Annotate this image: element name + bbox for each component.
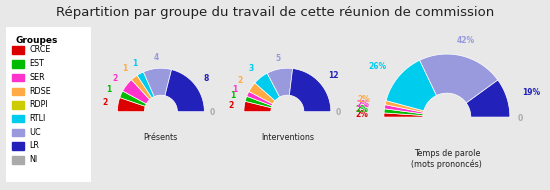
Text: 5: 5 [275, 54, 280, 63]
Text: 2%: 2% [358, 94, 370, 104]
Polygon shape [249, 83, 275, 104]
Text: 2: 2 [113, 74, 118, 83]
Polygon shape [267, 68, 293, 97]
Bar [12, 60, 24, 68]
Polygon shape [165, 70, 205, 112]
Text: 4: 4 [154, 53, 159, 62]
Text: Temps de parole
(mots prononcés): Temps de parole (mots prononcés) [411, 149, 482, 169]
Text: 1: 1 [233, 85, 238, 94]
Text: LR: LR [29, 141, 39, 150]
Text: 1: 1 [230, 91, 235, 100]
Polygon shape [384, 113, 423, 117]
Text: 3: 3 [249, 64, 254, 73]
Text: RDPI: RDPI [29, 100, 48, 109]
Polygon shape [245, 96, 272, 108]
Polygon shape [244, 101, 271, 112]
Polygon shape [386, 60, 437, 111]
Text: 2%: 2% [356, 100, 369, 109]
Polygon shape [247, 92, 273, 106]
Text: UC: UC [29, 128, 41, 137]
Text: Interventions: Interventions [261, 133, 314, 142]
Polygon shape [137, 72, 154, 98]
Polygon shape [384, 109, 423, 116]
Polygon shape [117, 98, 145, 112]
Bar [12, 46, 24, 54]
Bar [12, 115, 24, 122]
Text: RTLI: RTLI [29, 114, 46, 123]
Bar [12, 156, 24, 164]
Text: 26%: 26% [368, 62, 387, 71]
Polygon shape [420, 54, 498, 103]
Polygon shape [385, 101, 424, 112]
Text: 0: 0 [210, 108, 215, 117]
Text: 2%: 2% [355, 110, 368, 119]
FancyBboxPatch shape [4, 24, 92, 187]
Polygon shape [131, 75, 152, 100]
Text: SER: SER [29, 73, 45, 82]
Polygon shape [466, 80, 510, 117]
Text: 0: 0 [336, 108, 342, 117]
Text: 1: 1 [133, 59, 138, 68]
Bar [12, 142, 24, 150]
Polygon shape [120, 91, 146, 106]
Text: 2: 2 [228, 101, 233, 110]
Text: 0: 0 [518, 114, 522, 123]
Polygon shape [289, 69, 331, 112]
Polygon shape [144, 68, 172, 97]
Text: 19%: 19% [522, 88, 540, 97]
Text: EST: EST [29, 59, 44, 68]
Bar [12, 129, 24, 136]
Bar [12, 101, 24, 109]
Text: 2%: 2% [356, 105, 369, 114]
Text: 1: 1 [106, 85, 111, 94]
Bar [12, 74, 24, 81]
Text: NI: NI [29, 155, 37, 164]
Text: 1: 1 [122, 64, 128, 73]
Text: 12: 12 [328, 71, 339, 80]
Text: Répartition par groupe du travail de cette réunion de commission: Répartition par groupe du travail de cet… [56, 6, 494, 19]
Text: 2: 2 [102, 98, 107, 107]
Text: 42%: 42% [457, 36, 475, 45]
Text: 2: 2 [238, 76, 243, 85]
Polygon shape [384, 105, 424, 114]
Polygon shape [123, 80, 150, 104]
Text: 8: 8 [204, 74, 209, 83]
Text: CRCE: CRCE [29, 45, 51, 55]
Text: Groupes: Groupes [16, 36, 58, 45]
Text: Présents: Présents [144, 133, 178, 142]
Bar [12, 88, 24, 95]
Polygon shape [255, 73, 280, 101]
Text: RDSE: RDSE [29, 87, 51, 96]
